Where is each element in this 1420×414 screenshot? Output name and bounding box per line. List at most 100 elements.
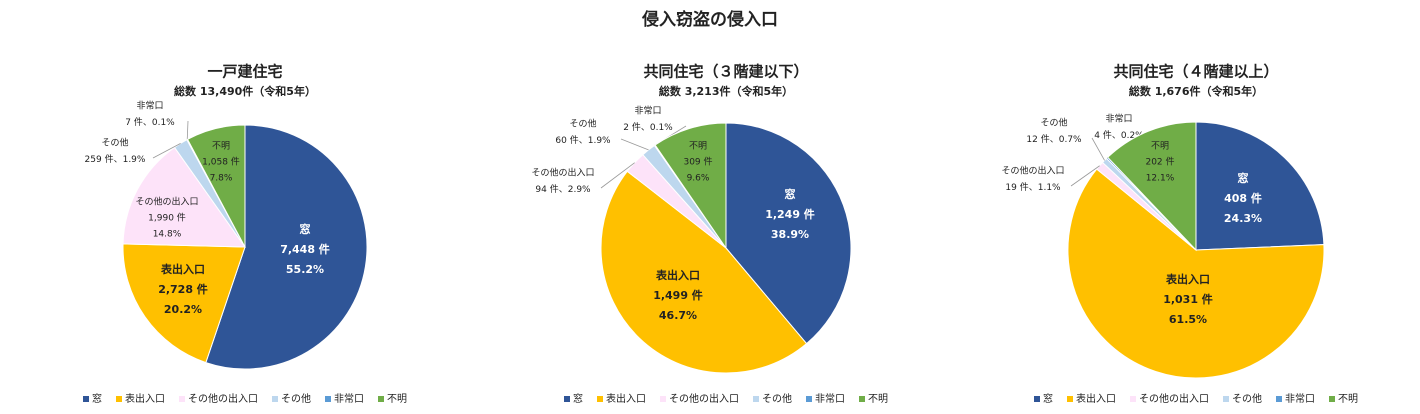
legend-swatch <box>597 396 603 402</box>
label-separator: 、 <box>559 185 568 195</box>
value-label: 46.7% <box>659 309 697 322</box>
slice-label-name: 窓 <box>300 222 311 236</box>
pie-slice <box>186 124 246 248</box>
label-separator: 、 <box>114 155 123 165</box>
legend-label: 窓 <box>1043 392 1053 405</box>
count-label: 7 件 <box>125 116 143 128</box>
pie-slice <box>122 243 246 364</box>
value-label: 55.2% <box>286 263 324 276</box>
legend-label: 不明 <box>868 393 888 405</box>
slice-label-values: 259 件、1.9% <box>85 153 146 165</box>
slice-label-name: 非常口 <box>1105 113 1132 125</box>
value-label: 61.5% <box>1169 313 1207 326</box>
page-title: 侵入窃盗の侵入口 <box>641 9 778 30</box>
legend-swatch <box>753 396 759 402</box>
legend-swatch <box>83 396 89 402</box>
legend-swatch <box>660 396 666 402</box>
count-label: 259 件 <box>85 153 114 165</box>
value-label: 38.9% <box>771 228 809 241</box>
legend-swatch <box>1223 396 1229 402</box>
value-label: 0.2% <box>1121 131 1144 141</box>
slice-label-name: 表出入口 <box>655 268 700 282</box>
slice-label-name: 非常口 <box>136 100 163 112</box>
chart-title: 一戸建住宅 <box>207 63 282 81</box>
legend-swatch <box>1329 396 1335 402</box>
slice-label-name: 不明 <box>689 141 707 152</box>
slice-label-name: 表出入口 <box>160 262 205 276</box>
slice-label-name: 窓 <box>1238 171 1249 185</box>
slice-label-name: その他 <box>569 118 596 130</box>
value-label: 20.2% <box>164 303 202 316</box>
legend-label: 非常口 <box>334 392 364 405</box>
legend-label: その他の出入口 <box>1139 392 1209 405</box>
legend-swatch <box>272 396 278 402</box>
legend-swatch <box>1276 396 1282 402</box>
value-label: 7.8% <box>210 174 233 184</box>
legend-label: 表出入口 <box>606 392 646 405</box>
legend-label: 不明 <box>387 393 407 405</box>
count-label: 19 件 <box>1005 181 1028 193</box>
count-label: 1,031 件 <box>1163 292 1213 306</box>
slice-label-name: 表出入口 <box>1165 272 1210 286</box>
count-label: 1,499 件 <box>653 288 703 302</box>
pie-slice <box>1067 168 1325 379</box>
legend: 窓 表出入口 その他の出入口 その他 非常口 不明 <box>83 392 407 405</box>
value-label: 12.1% <box>1146 174 1175 184</box>
label-separator: 、 <box>1050 135 1059 145</box>
slice-label-values: 94 件、2.9% <box>535 183 591 195</box>
count-label: 12 件 <box>1026 133 1049 145</box>
pie-slice <box>600 170 808 374</box>
chart-title: 共同住宅（４階建以上） <box>1113 63 1278 81</box>
value-label: 1.9% <box>123 155 146 165</box>
count-label: 309 件 <box>683 156 712 168</box>
chart-subtitle: 総数 13,490件（令和5年） <box>174 84 316 98</box>
label-separator: 、 <box>641 123 650 133</box>
value-label: 24.3% <box>1224 212 1262 225</box>
legend-label: 窓 <box>573 392 583 405</box>
label-separator: 、 <box>1029 183 1038 193</box>
legend-label: 表出入口 <box>1076 392 1116 405</box>
legend-label: 非常口 <box>815 392 845 405</box>
count-label: 60 件 <box>555 134 578 146</box>
legend-swatch <box>806 396 812 402</box>
legend-label: その他の出入口 <box>188 392 258 405</box>
legend: 窓 表出入口 その他の出入口 その他 非常口 不明 <box>1034 392 1358 405</box>
count-label: 4 件 <box>1094 129 1112 141</box>
slice-label-name: 不明 <box>212 141 230 152</box>
legend-swatch <box>859 396 865 402</box>
slice-label-values: 7 件、0.1% <box>125 116 175 128</box>
count-label: 94 件 <box>535 183 558 195</box>
legend: 窓 表出入口 その他の出入口 その他 非常口 不明 <box>564 392 888 405</box>
slice-label-name: その他 <box>1040 117 1067 129</box>
legend-label: 表出入口 <box>125 392 165 405</box>
leader-line <box>600 162 635 189</box>
count-label: 7,448 件 <box>280 242 330 256</box>
chart-title: 共同住宅（３階建以下） <box>643 63 808 81</box>
count-label: 1,058 件 <box>202 156 240 168</box>
leader-line <box>152 143 181 159</box>
slice-label-values: 60 件、1.9% <box>555 134 611 146</box>
slice-label-name: その他 <box>101 137 128 149</box>
value-label: 0.1% <box>152 118 175 128</box>
legend-label: 不明 <box>1338 393 1358 405</box>
slice-label-values: 12 件、0.7% <box>1026 133 1082 145</box>
leader-line <box>1091 137 1105 161</box>
value-label: 1.1% <box>1038 183 1061 193</box>
value-label: 14.8% <box>153 230 182 240</box>
legend-swatch <box>116 396 122 402</box>
value-label: 9.6% <box>687 174 710 184</box>
legend-swatch <box>179 396 185 402</box>
pie-slice <box>654 122 727 250</box>
legend-swatch <box>1067 396 1073 402</box>
legend-label: その他の出入口 <box>669 392 739 405</box>
slice-label-name: その他の出入口 <box>531 167 594 179</box>
slice-label-name: その他の出入口 <box>1001 165 1064 177</box>
chart-subtitle: 総数 3,213件（令和5年） <box>659 84 793 98</box>
leader-line <box>1070 165 1100 187</box>
leader-line <box>186 120 189 140</box>
value-label: 2.9% <box>568 185 591 195</box>
label-separator: 、 <box>1112 131 1121 141</box>
pie-slice <box>1195 121 1325 251</box>
pie-slice <box>725 122 852 345</box>
